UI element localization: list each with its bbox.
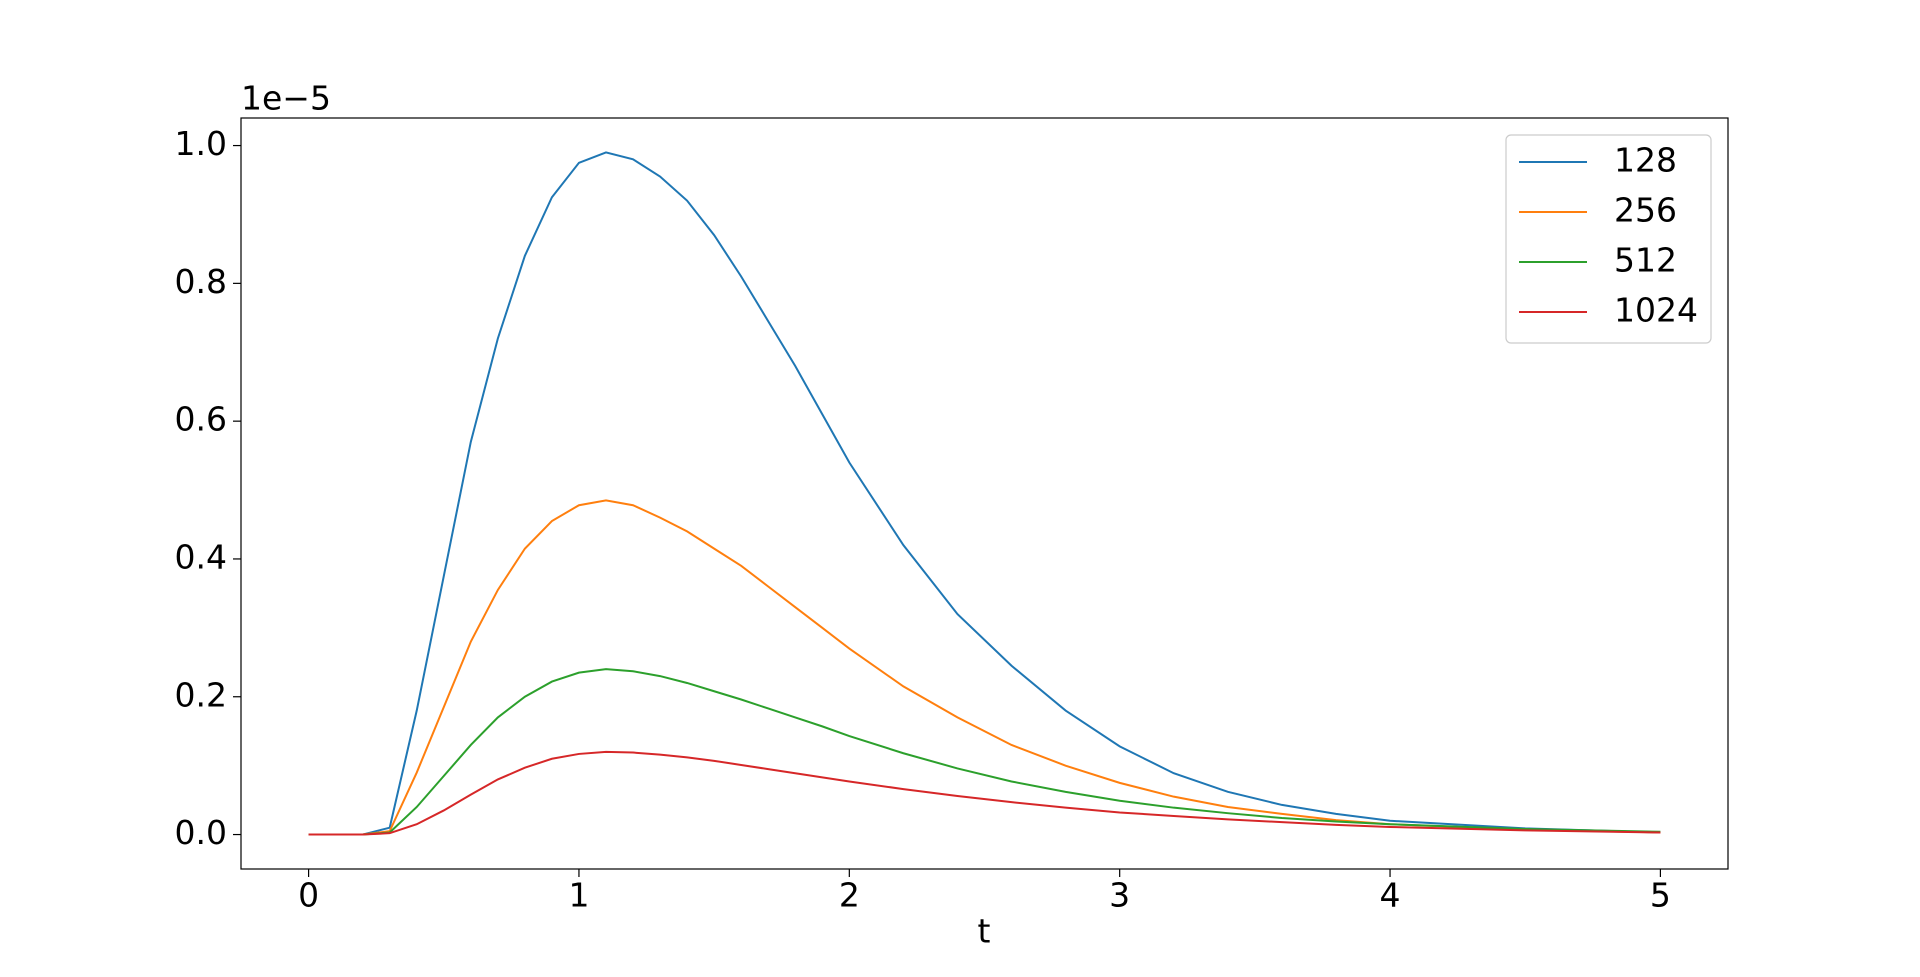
y-tick-label: 0.2 <box>175 675 227 714</box>
x-tick-label: 2 <box>839 876 860 915</box>
y-tick-label: 0.8 <box>175 262 227 301</box>
legend-label: 128 <box>1614 141 1677 180</box>
legend-label: 1024 <box>1614 291 1698 330</box>
plot-frame <box>240 117 1729 870</box>
x-tick-label: 0 <box>298 876 319 915</box>
line-series <box>308 668 1661 836</box>
x-axis-label: t <box>978 912 991 951</box>
x-tick-label: 4 <box>1380 876 1401 915</box>
y-offset-label: 1e−5 <box>241 79 331 118</box>
legend-label: 256 <box>1614 191 1677 230</box>
y-tick-label: 1.0 <box>175 124 227 163</box>
line-series <box>308 750 1661 836</box>
y-tick-label: 0.6 <box>175 400 227 439</box>
x-tick-label: 5 <box>1650 876 1671 915</box>
line-series <box>308 151 1661 836</box>
y-tick-label: 0.0 <box>175 813 227 852</box>
legend-box <box>1505 134 1712 344</box>
x-tick-label: 3 <box>1109 876 1130 915</box>
line-series <box>308 499 1661 836</box>
x-tick-label: 1 <box>568 876 589 915</box>
legend-label: 512 <box>1614 241 1677 280</box>
y-tick-label: 0.4 <box>175 537 227 576</box>
